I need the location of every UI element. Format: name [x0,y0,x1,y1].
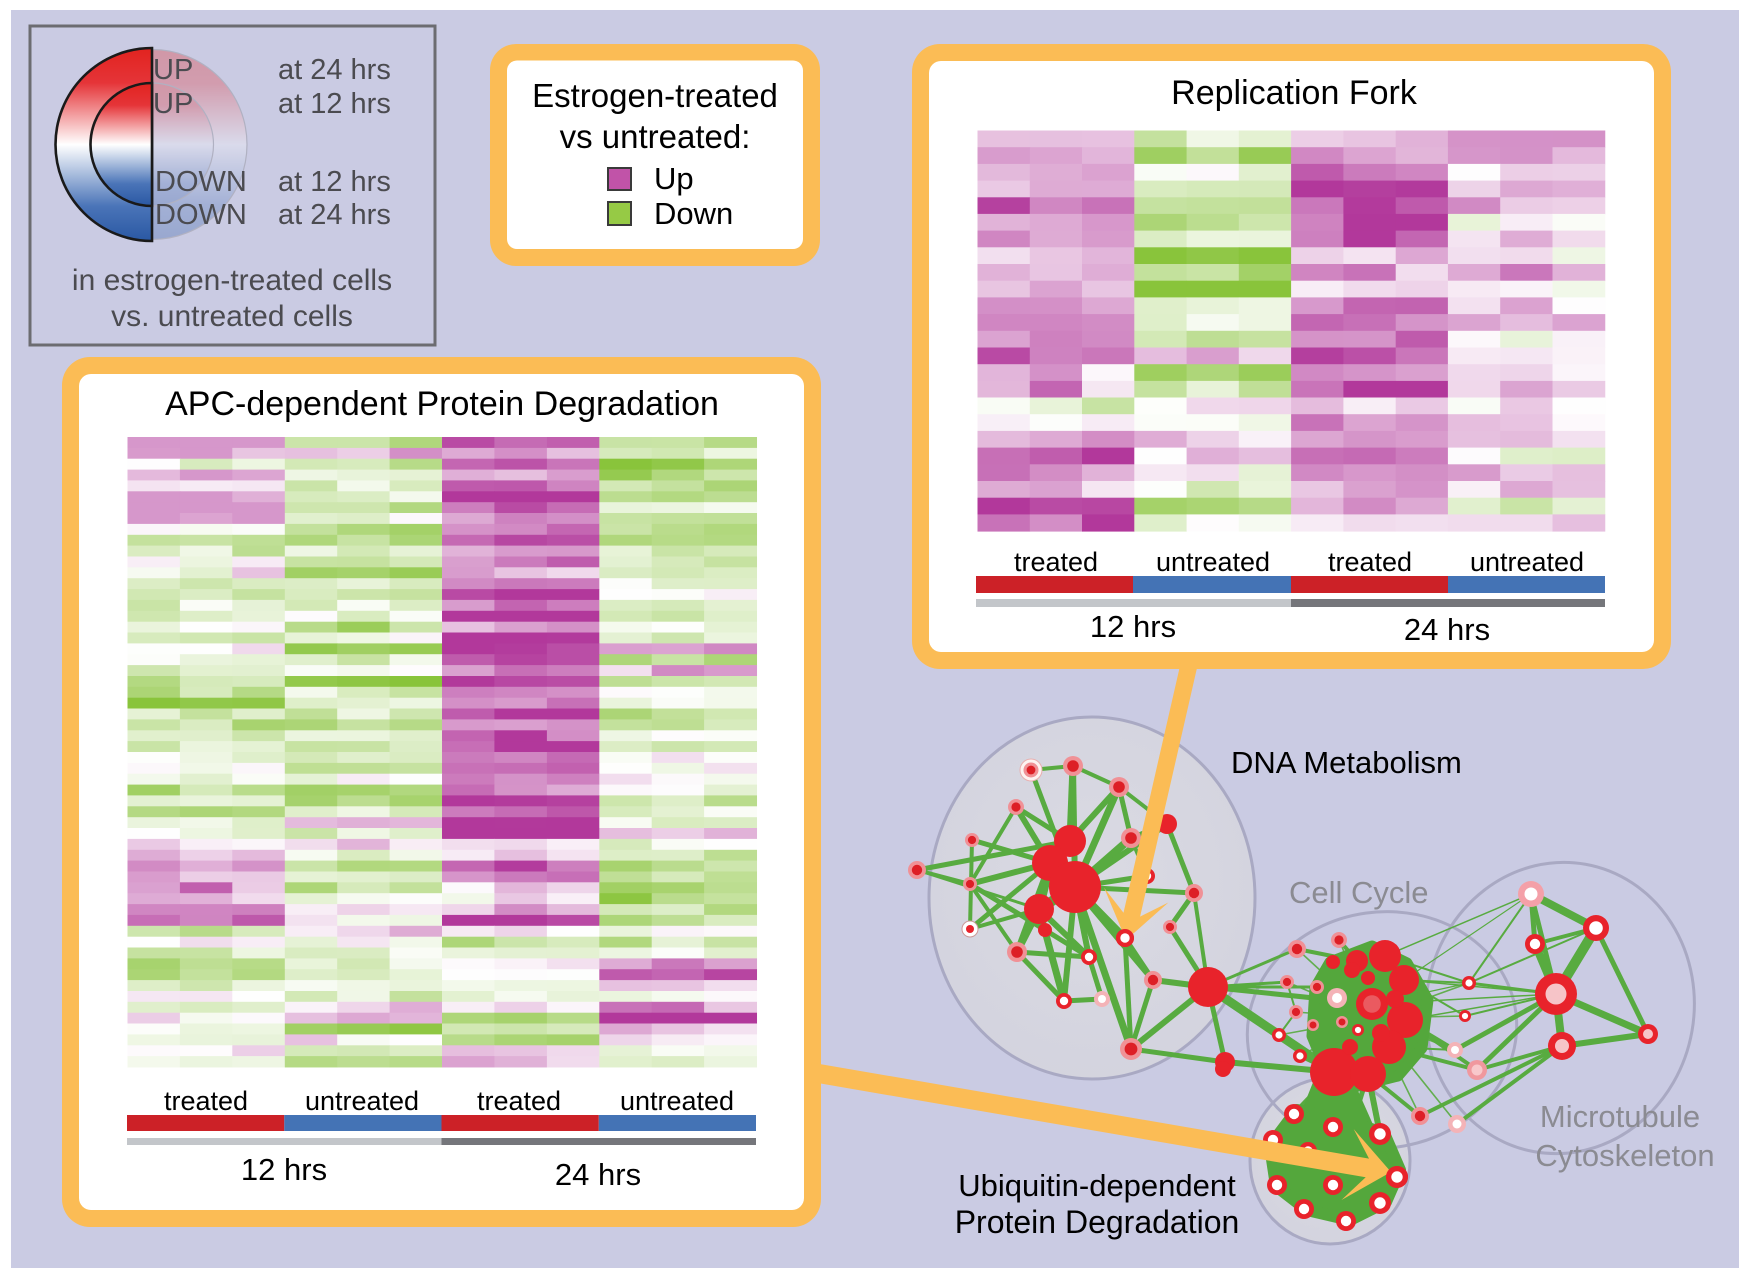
svg-text:12 hrs: 12 hrs [241,1152,327,1187]
svg-text:treated: treated [477,1086,561,1116]
svg-text:UP: UP [153,88,193,120]
svg-text:at 12 hrs: at 12 hrs [278,88,391,120]
svg-text:untreated: untreated [1156,547,1270,577]
svg-text:Cytoskeleton: Cytoskeleton [1535,1138,1714,1173]
svg-text:vs untreated:: vs untreated: [560,118,751,155]
svg-text:APC-dependent Protein Degradat: APC-dependent Protein Degradation [165,385,719,423]
svg-text:at 24 hrs: at 24 hrs [278,54,391,86]
svg-text:DOWN: DOWN [155,166,247,198]
svg-text:12 hrs: 12 hrs [1090,609,1176,644]
svg-text:DOWN: DOWN [155,199,247,231]
svg-text:24 hrs: 24 hrs [555,1157,641,1192]
svg-text:untreated: untreated [1470,547,1584,577]
svg-text:vs. untreated cells: vs. untreated cells [111,300,353,333]
svg-text:at 12 hrs: at 12 hrs [278,166,391,198]
svg-text:Estrogen-treated: Estrogen-treated [532,77,778,114]
svg-text:in estrogen-treated cells: in estrogen-treated cells [72,264,392,297]
svg-text:treated: treated [164,1086,248,1116]
svg-text:Cell Cycle: Cell Cycle [1289,875,1429,910]
svg-text:UP: UP [153,54,193,86]
svg-text:Replication Fork: Replication Fork [1171,74,1418,112]
svg-text:treated: treated [1014,547,1098,577]
svg-text:Ubiquitin-dependent: Ubiquitin-dependent [958,1168,1236,1203]
svg-text:untreated: untreated [305,1086,419,1116]
svg-text:treated: treated [1328,547,1412,577]
svg-text:Up: Up [654,161,694,196]
svg-text:at 24 hrs: at 24 hrs [278,199,391,231]
svg-text:Microtubule: Microtubule [1540,1099,1700,1134]
svg-text:DNA Metabolism: DNA Metabolism [1231,745,1462,780]
svg-text:24 hrs: 24 hrs [1404,612,1490,647]
svg-text:untreated: untreated [620,1086,734,1116]
svg-text:Down: Down [654,196,733,231]
svg-text:Protein Degradation: Protein Degradation [955,1204,1240,1240]
